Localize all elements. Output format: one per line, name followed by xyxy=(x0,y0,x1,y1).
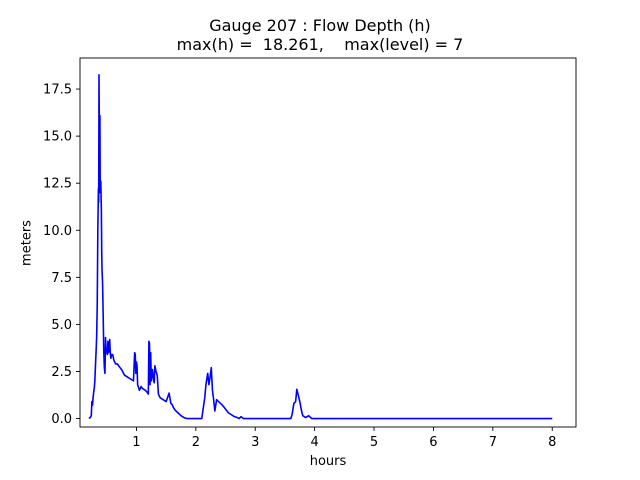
chart-title: Gauge 207 : Flow Depth (h) xyxy=(209,16,431,35)
y-tick-label: 12.5 xyxy=(43,177,72,192)
x-tick-label: 7 xyxy=(489,435,497,450)
x-axis-label: hours xyxy=(309,454,347,469)
x-tick-label: 1 xyxy=(132,435,140,450)
chart-subtitle: max(h) = 18.261, max(level) = 7 xyxy=(176,35,464,54)
y-tick-label: 2.5 xyxy=(51,365,72,380)
y-tick-label: 17.5 xyxy=(43,83,72,98)
y-tick-label: 15.0 xyxy=(43,130,72,145)
series-line-0 xyxy=(88,73,553,420)
x-tick-label: 5 xyxy=(370,435,378,450)
y-tick-label: 0.0 xyxy=(51,412,72,427)
y-axis-label: meters xyxy=(19,220,35,266)
x-tick-label: 2 xyxy=(192,435,200,450)
y-tick-label: 7.5 xyxy=(51,271,72,286)
x-tick-label: 6 xyxy=(429,435,437,450)
axes-frame xyxy=(79,57,577,428)
x-tick-label: 4 xyxy=(310,435,318,450)
y-tick-label: 10.0 xyxy=(43,224,72,239)
x-tick-label: 8 xyxy=(548,435,556,450)
y-tick-label: 5.0 xyxy=(51,318,72,333)
x-tick-label: 3 xyxy=(251,435,259,450)
